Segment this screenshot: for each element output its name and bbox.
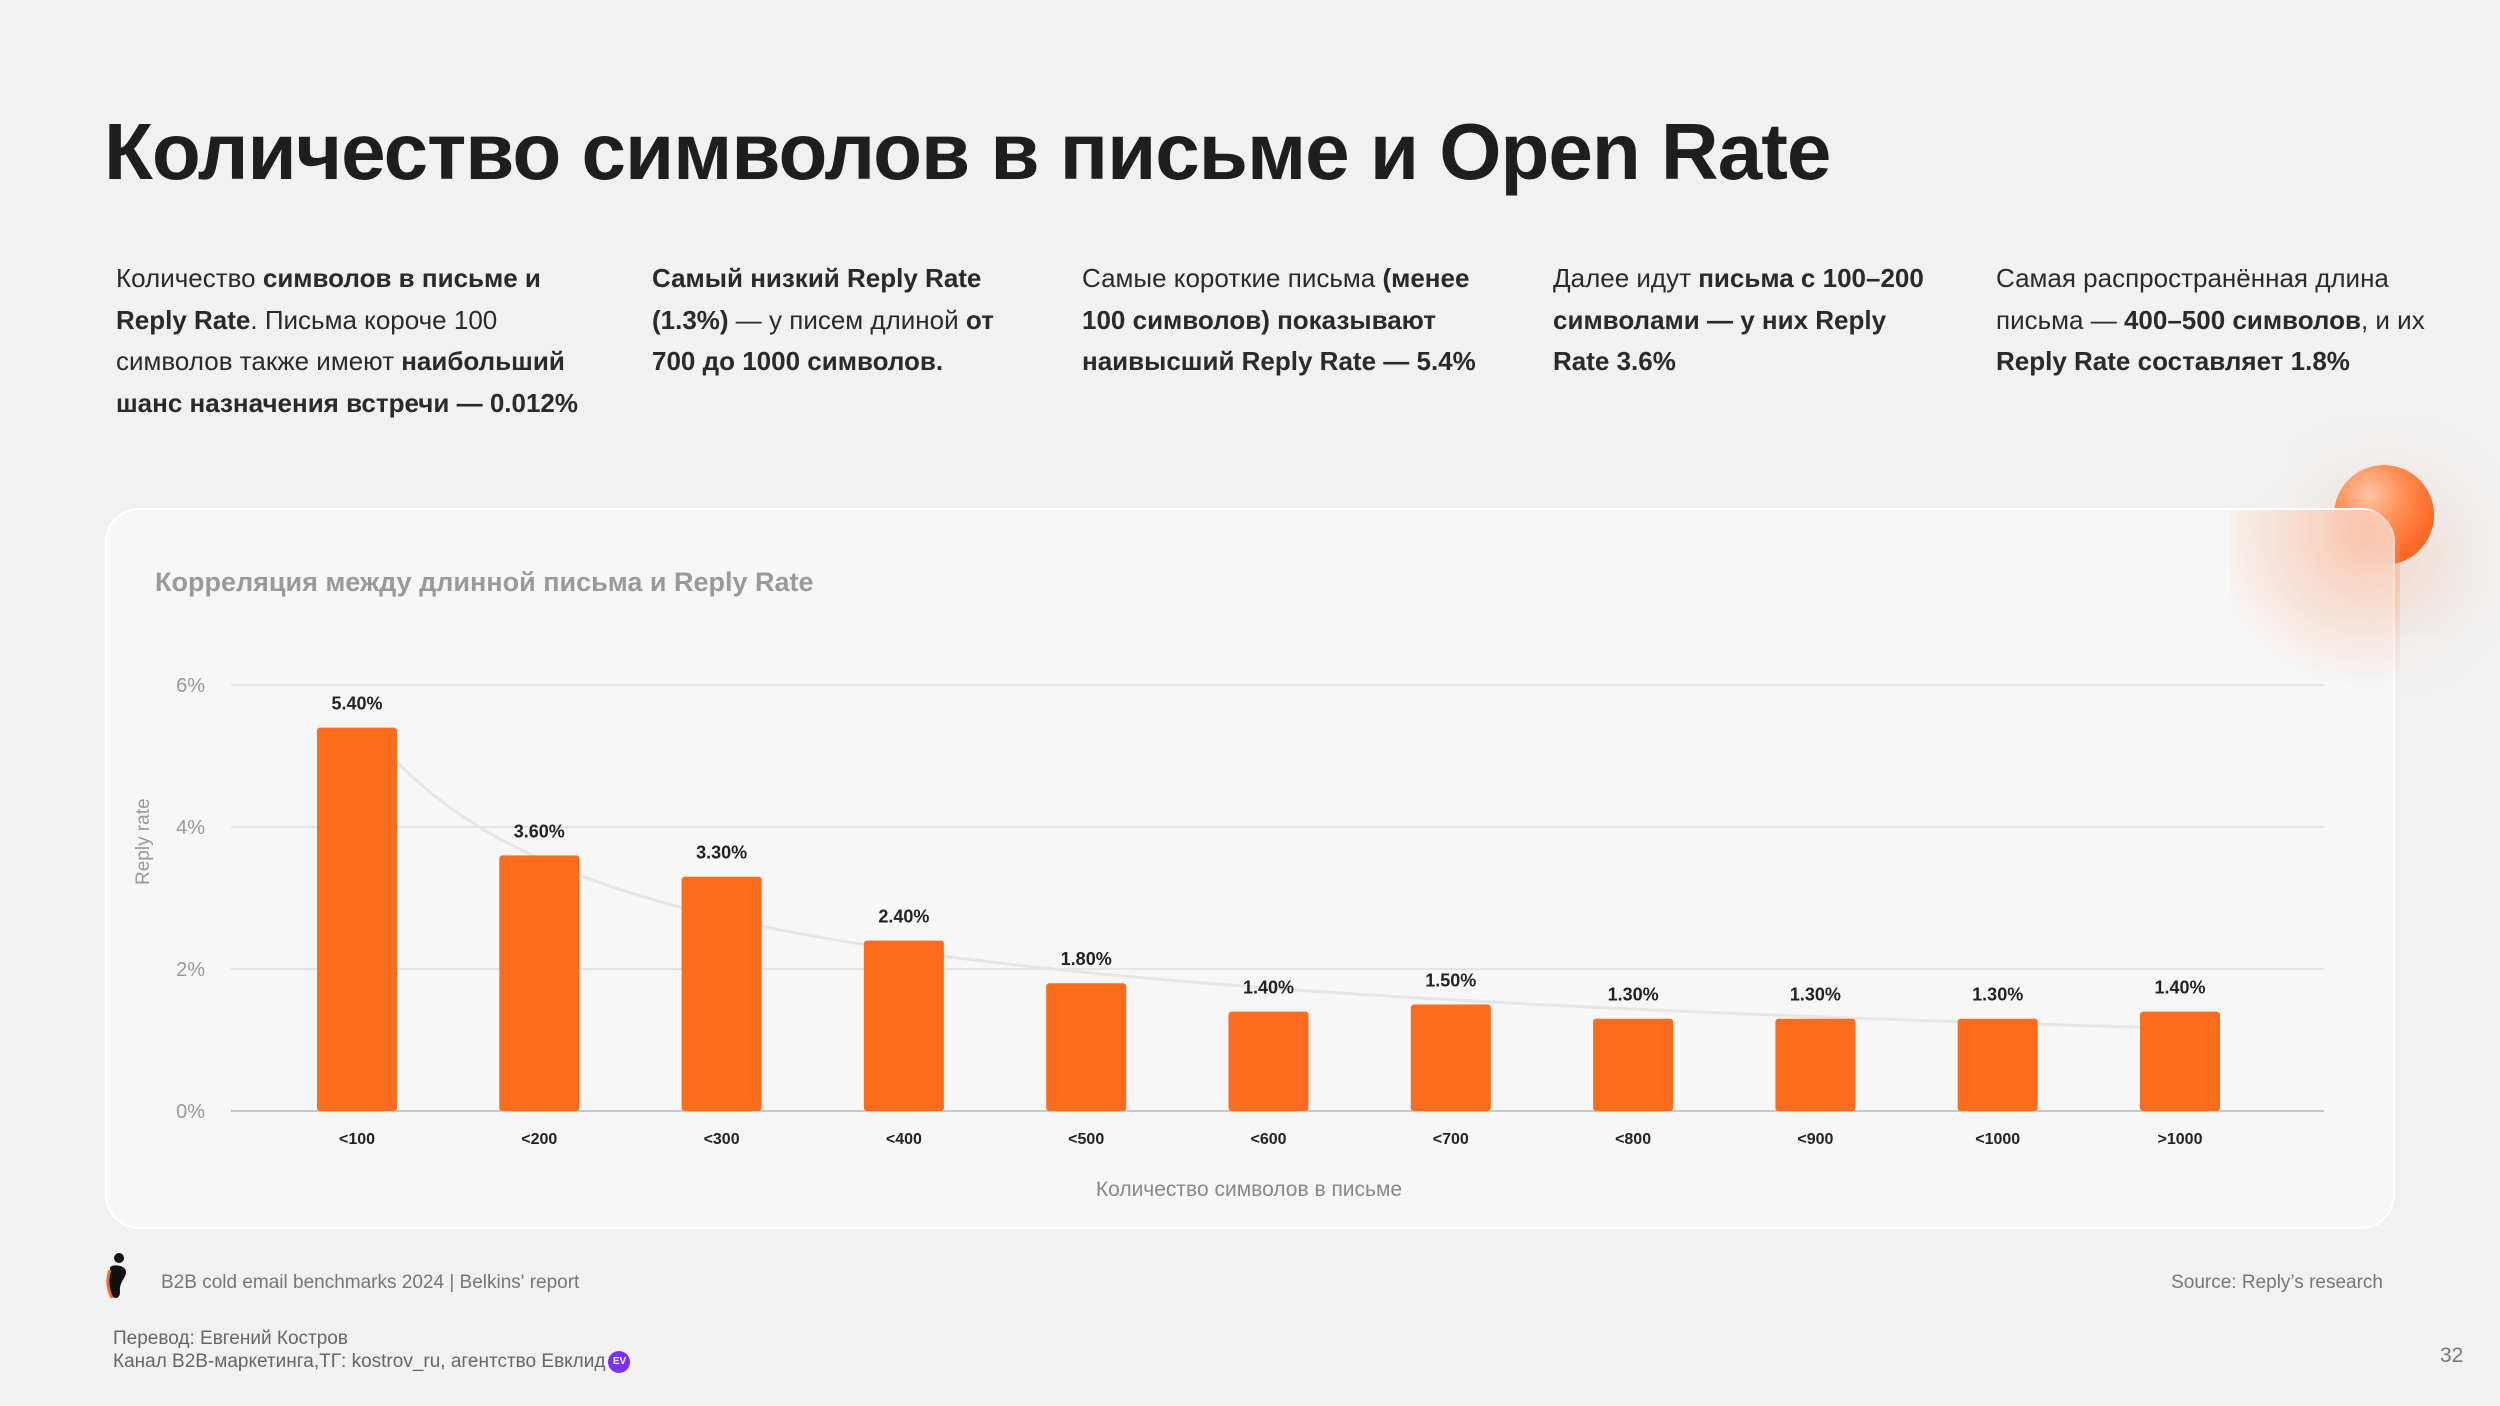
x-tick-label: >1000 — [2158, 1131, 2203, 1148]
data-label: 1.50% — [1425, 971, 1476, 991]
summary-text: символов в письме и Reply Rate — [116, 263, 541, 335]
bar — [1775, 1018, 1856, 1111]
card-glow — [2230, 510, 2400, 710]
bar — [1957, 1018, 2038, 1111]
summary-text: Количество — [116, 263, 263, 293]
summary-text: Самый низкий Reply Rate (1.3%) — [652, 263, 982, 335]
summary-text: Далее идут — [1553, 263, 1699, 293]
bar — [499, 855, 580, 1111]
data-label: 3.60% — [514, 821, 565, 841]
x-tick-label: <700 — [1433, 1131, 1469, 1148]
y-tick-label: 2% — [176, 959, 205, 981]
summary-column-1: Количество символов в письме и Reply Rat… — [116, 258, 616, 424]
x-tick-label: <1000 — [1975, 1131, 2020, 1148]
summary-text: 400–500 символов — [2123, 304, 2361, 335]
channel-text: Канал B2B-маркетинга,ТГ: kostrov_ru, аге… — [113, 1351, 606, 1373]
summary-text: наибольший шанс назначения встречи — 0.0… — [116, 346, 579, 418]
bar — [1046, 983, 1127, 1111]
data-label: 1.30% — [1972, 985, 2023, 1005]
bar — [1593, 1018, 1674, 1111]
x-tick-label: <400 — [886, 1131, 922, 1148]
bar — [1410, 1004, 1491, 1111]
summary-text: — у писем длиной — [728, 304, 966, 335]
data-label: 2.40% — [878, 907, 929, 927]
data-label: 5.40% — [331, 694, 382, 714]
summary-text: Самая распространённая длина письма — — [1996, 263, 2389, 335]
summary-text: Reply Rate составляет 1.8% — [1996, 346, 2350, 376]
y-axis-label: Reply rate — [133, 798, 154, 885]
source-note: Source: Reply’s research — [2171, 1272, 2383, 1293]
x-tick-label: <800 — [1615, 1131, 1651, 1148]
x-tick-label: <300 — [704, 1131, 740, 1148]
page-title: Количество символов в письме и Open Rate — [104, 107, 1831, 196]
report-title: B2B cold email benchmarks 2024 | Belkins… — [161, 1272, 580, 1293]
bar — [317, 727, 397, 1111]
channel-credit: Канал B2B-маркетинга,ТГ: kostrov_ru, аге… — [113, 1351, 631, 1373]
summary-text: , и их — [2360, 304, 2425, 335]
summary-column-3: Самые короткие письма (менее 100 символо… — [1082, 258, 1502, 383]
x-tick-label: <200 — [521, 1131, 557, 1148]
y-tick-label: 4% — [176, 817, 205, 839]
summary-text: письма с 100–200 символами — у них Reply… — [1553, 263, 1924, 376]
summary-text: Самые короткие письма — [1082, 263, 1383, 293]
y-tick-label: 0% — [176, 1101, 205, 1123]
page-number: 32 — [2440, 1344, 2464, 1367]
y-tick-label: 6% — [176, 675, 205, 697]
summary-text: (менее 100 символов) показывают наивысши… — [1082, 263, 1476, 376]
summary-column-5: Самая распространённая длина письма — 40… — [1996, 258, 2436, 383]
data-label: 1.40% — [1243, 978, 1294, 998]
belkins-logo — [106, 1253, 126, 1299]
x-axis-label: Количество символов в письме — [1096, 1178, 1402, 1201]
data-label: 1.40% — [2154, 978, 2205, 998]
summary-column-4: Далее идут письма с 100–200 символами — … — [1553, 258, 1933, 383]
summary-text: от 700 до 1000 символов. — [652, 304, 994, 377]
x-tick-label: <900 — [1797, 1131, 1833, 1148]
ev-badge-icon: EV — [608, 1351, 631, 1373]
summary-column-2: Самый низкий Reply Rate (1.3%) — у писем… — [652, 258, 1032, 383]
bar — [681, 876, 762, 1111]
x-tick-label: <500 — [1068, 1131, 1104, 1148]
bar — [863, 940, 944, 1111]
data-label: 1.30% — [1608, 985, 1659, 1005]
x-tick-label: <600 — [1250, 1131, 1286, 1148]
bar — [2140, 1011, 2220, 1111]
summary-text: . Письма короче 100 символов также имеют — [116, 304, 498, 377]
data-label: 3.30% — [696, 843, 747, 863]
bar — [1228, 1011, 1309, 1111]
translation-credit: Перевод: Евгений Костров — [113, 1328, 348, 1349]
data-label: 1.80% — [1061, 949, 1112, 969]
x-tick-label: <100 — [339, 1131, 375, 1148]
chart-title: Корреляция между длинной письма и Reply … — [155, 567, 814, 597]
data-label: 1.30% — [1790, 985, 1841, 1005]
